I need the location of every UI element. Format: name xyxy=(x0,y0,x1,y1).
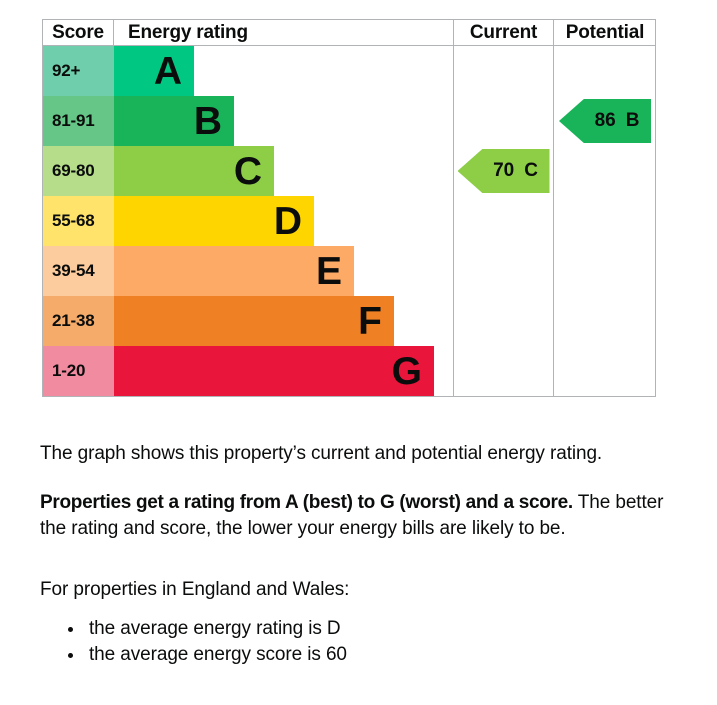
score-range-g: 1-20 xyxy=(43,346,114,396)
potential-cell-d xyxy=(553,196,656,246)
potential-cell-b: 86 B xyxy=(553,96,656,146)
band-bar-cell-b: B xyxy=(114,96,453,146)
region-heading: For properties in England and Wales: xyxy=(40,579,350,600)
potential-cell-e xyxy=(553,246,656,296)
band-bar-cell-d: D xyxy=(114,196,453,246)
band-letter-a: A xyxy=(153,49,182,93)
score-range-b: 81-91 xyxy=(43,96,114,146)
current-cell-e xyxy=(453,246,553,296)
band-bar-cell-f: F xyxy=(114,296,453,346)
score-range-f: 21-38 xyxy=(43,296,114,346)
rating-explanation-line2: the rating and score, the lower your ene… xyxy=(40,518,566,539)
current-score: 70 xyxy=(493,160,515,181)
average-score-item: the average energy score is 60 xyxy=(85,642,677,668)
current-cell-f xyxy=(453,296,553,346)
epc-rating-chart: Score Energy rating Current Potential 92… xyxy=(42,19,656,397)
rating-explanation-bold: Properties get a rating from A (best) to… xyxy=(40,492,573,513)
score-range-a: 92+ xyxy=(43,46,114,96)
band-bar-d: D xyxy=(114,196,314,246)
band-bar-cell-a: A xyxy=(114,46,453,96)
current-cell-d xyxy=(453,196,553,246)
score-range-c: 69-80 xyxy=(43,146,114,196)
potential-band: B xyxy=(625,110,640,131)
potential-cell-f xyxy=(553,296,656,346)
current-cell-b xyxy=(453,96,553,146)
band-letter-e: E xyxy=(315,249,342,293)
current-cell-g xyxy=(453,346,553,396)
band-bar-cell-g: G xyxy=(114,346,453,396)
potential-cell-c xyxy=(553,146,656,196)
potential-rating-arrow: 86 B xyxy=(559,99,651,143)
current-cell-a xyxy=(453,46,553,96)
band-letter-c: C xyxy=(233,149,262,193)
band-bar-g: G xyxy=(114,346,434,396)
header-current: Current xyxy=(453,20,553,46)
current-cell-c: 70 C xyxy=(453,146,553,196)
band-letter-g: G xyxy=(391,349,422,393)
band-bar-f: F xyxy=(114,296,394,346)
band-letter-f: F xyxy=(358,299,382,343)
potential-cell-a xyxy=(553,46,656,96)
epc-description: The graph shows this property’s current … xyxy=(0,441,717,668)
rating-explanation-paragraph: Properties get a rating from A (best) to… xyxy=(40,490,677,542)
potential-score: 86 xyxy=(594,110,616,131)
header-score: Score xyxy=(43,20,114,46)
band-bar-cell-e: E xyxy=(114,246,453,296)
band-bar-a: A xyxy=(114,46,194,96)
intro-paragraph: The graph shows this property’s current … xyxy=(40,443,603,464)
averages-list: the average energy rating is D the avera… xyxy=(40,616,677,668)
current-rating-arrow: 70 C xyxy=(457,149,550,193)
band-bar-b: B xyxy=(114,96,234,146)
band-letter-d: D xyxy=(273,199,302,243)
header-potential: Potential xyxy=(553,20,656,46)
average-rating-item: the average energy rating is D xyxy=(85,616,677,642)
band-bar-cell-c: C xyxy=(114,146,453,196)
score-range-e: 39-54 xyxy=(43,246,114,296)
potential-cell-g xyxy=(553,346,656,396)
rating-explanation-rest: The better xyxy=(577,492,664,513)
band-bar-c: C xyxy=(114,146,274,196)
band-letter-b: B xyxy=(193,99,222,143)
current-band: C xyxy=(524,160,538,181)
header-energy-rating: Energy rating xyxy=(114,20,453,46)
score-range-d: 55-68 xyxy=(43,196,114,246)
band-bar-e: E xyxy=(114,246,354,296)
